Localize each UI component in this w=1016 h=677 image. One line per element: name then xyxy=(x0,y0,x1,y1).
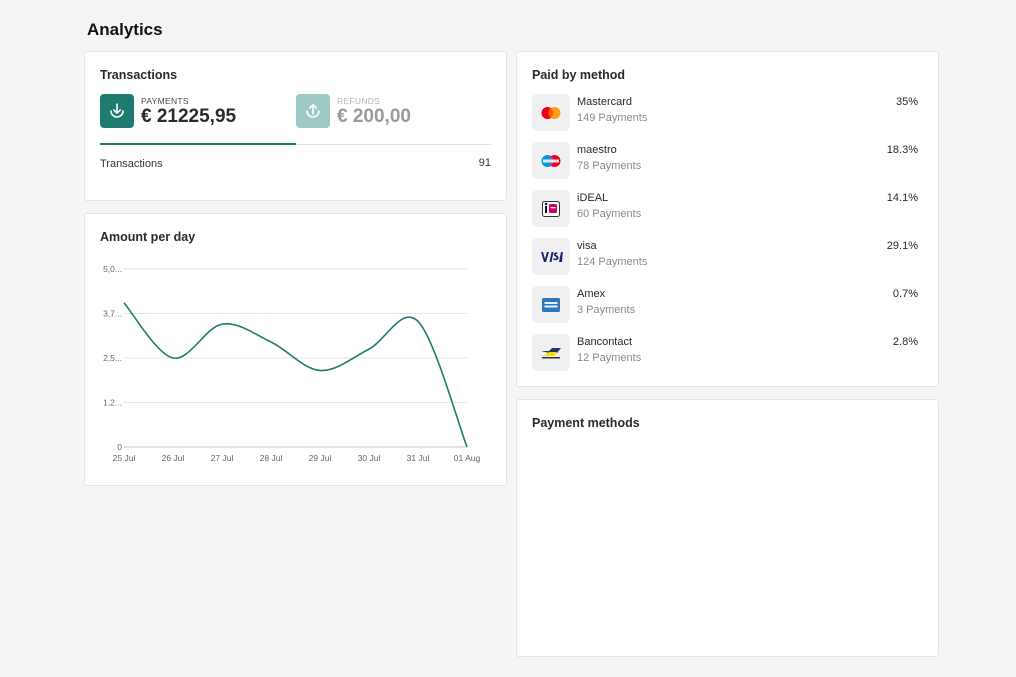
transactions-card-title: Transactions xyxy=(100,68,178,82)
x-tick-label: 29 Jul xyxy=(309,453,332,463)
x-tick-label: 30 Jul xyxy=(358,453,381,463)
method-row-bancontact[interactable]: Bancontact 12 Payments 2.8% xyxy=(532,334,918,372)
bancontact-icon xyxy=(532,334,570,371)
method-row-maestro[interactable]: maestro 78 Payments 18.3% xyxy=(532,142,918,180)
method-row-ideal[interactable]: iDEAL 60 Payments 14.1% xyxy=(532,190,918,228)
method-row-amex[interactable]: Amex 3 Payments 0.7% xyxy=(532,286,918,324)
y-tick-label: 1,2... xyxy=(103,398,122,408)
maestro-icon xyxy=(532,142,570,179)
method-percentage: 2.8% xyxy=(892,336,918,348)
method-percentage: 35% xyxy=(895,96,918,108)
download-arrow-icon xyxy=(100,94,134,128)
method-name: maestro xyxy=(577,144,617,156)
visa-icon xyxy=(532,238,570,275)
x-tick-label: 25 Jul xyxy=(113,453,136,463)
method-name: visa xyxy=(577,240,597,252)
y-tick-label: 5,0... xyxy=(103,264,122,274)
amount-line-chart: 0 1,2... 2,5... 3,7... 5,0... 25 Jul 26 Jul 27 … xyxy=(103,264,481,463)
transactions-row-value: 91 xyxy=(478,157,491,169)
x-tick-label: 28 Jul xyxy=(260,453,283,463)
method-percentage: 0.7% xyxy=(892,288,918,300)
amex-icon xyxy=(532,286,570,323)
upload-arrow-icon xyxy=(296,94,330,128)
method-count: 12 Payments xyxy=(577,352,642,364)
method-percentage: 18.3% xyxy=(886,144,918,156)
page-title: Analytics xyxy=(87,20,163,39)
x-tick-label: 31 Jul xyxy=(407,453,430,463)
method-name: Amex xyxy=(577,288,606,300)
method-percentage: 14.1% xyxy=(886,192,918,204)
transactions-row-label: Transactions xyxy=(100,158,163,170)
y-tick-label: 0 xyxy=(117,442,122,452)
payments-label: PAYMENTS xyxy=(141,96,189,106)
mastercard-icon xyxy=(532,94,570,131)
transactions-card: Transactions PAYMENTS € 21225,95 REFUNDS… xyxy=(84,51,507,201)
method-count: 78 Payments xyxy=(577,160,642,172)
method-count: 149 Payments xyxy=(577,112,648,124)
refunds-label: REFUNDS xyxy=(337,96,381,106)
x-tick-label: 01 Aug xyxy=(454,453,481,463)
method-count: 3 Payments xyxy=(577,304,636,316)
y-tick-label: 2,5... xyxy=(103,353,122,363)
amount-card-title: Amount per day xyxy=(100,230,196,244)
paid-card-title: Paid by method xyxy=(532,68,626,82)
method-count: 60 Payments xyxy=(577,208,642,220)
refunds-amount: € 200,00 xyxy=(337,106,411,127)
method-count: 124 Payments xyxy=(577,256,648,268)
method-name: Mastercard xyxy=(577,96,633,108)
payments-amount: € 21225,95 xyxy=(141,106,237,127)
x-tick-label: 26 Jul xyxy=(162,453,185,463)
method-name: Bancontact xyxy=(577,336,633,348)
payment-methods-card-title: Payment methods xyxy=(532,416,640,430)
y-tick-label: 3,7... xyxy=(103,309,122,319)
active-tab-indicator xyxy=(100,143,296,145)
amount-per-day-card: Amount per day 0 1,2... 2,5... 3,7... 5,0...… xyxy=(84,213,507,486)
x-tick-label: 27 Jul xyxy=(211,453,234,463)
method-row-mastercard[interactable]: Mastercard 149 Payments 35% xyxy=(532,94,918,132)
payment-methods-card: Payment methods xyxy=(516,399,939,657)
method-percentage: 29.1% xyxy=(886,240,918,252)
paid-by-method-card: Paid by method Mastercard 149 Payments 3… xyxy=(516,51,939,387)
method-row-visa[interactable]: visa 124 Payments 29.1% xyxy=(532,238,918,276)
ideal-icon xyxy=(532,190,570,227)
amount-series-line xyxy=(123,302,468,448)
method-name: iDEAL xyxy=(577,192,609,204)
